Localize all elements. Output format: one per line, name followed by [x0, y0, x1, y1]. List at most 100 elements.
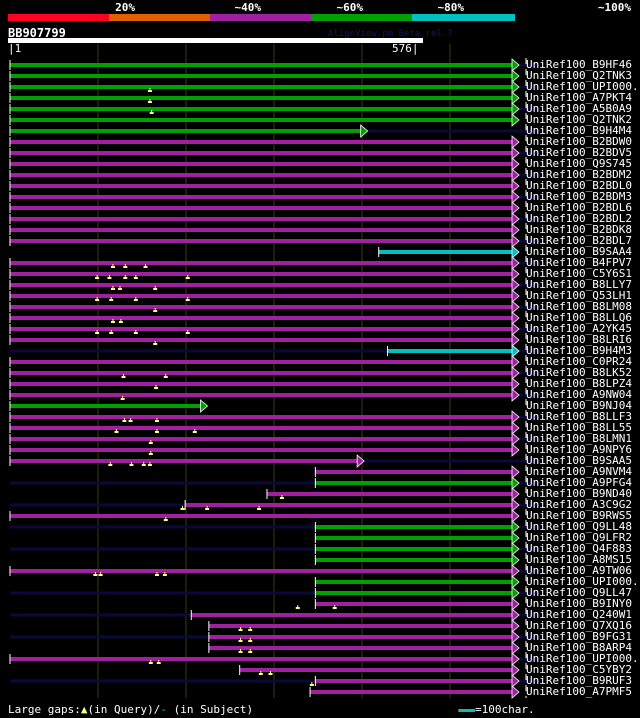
hit-label[interactable]: UniRef100_Q53LH1	[526, 289, 632, 302]
hit-bar	[10, 239, 514, 243]
hit-end-arrow	[511, 520, 520, 534]
hit-label[interactable]: UniRef100_B2BDM3	[526, 190, 632, 203]
hit-label[interactable]: UniRef100_B2BDW0	[526, 135, 632, 148]
hit-bar	[10, 228, 514, 232]
query-gap-marker-stem	[297, 605, 299, 608]
query-end-label: 576|	[392, 42, 419, 55]
hit-label[interactable]: UniRef100_B8LL55	[526, 421, 632, 434]
scale-text: =100char.	[475, 703, 535, 716]
hit-label[interactable]: UniRef100_C0PR24	[526, 355, 632, 368]
hit-bar	[10, 140, 514, 144]
hit-label[interactable]: UniRef100_A8MS15	[526, 553, 632, 566]
hit-bar	[10, 338, 514, 342]
query-gap-marker-stem	[123, 374, 125, 377]
query-gap-marker-stem	[120, 319, 122, 322]
hit-label[interactable]: UniRef100_B9RUF3	[526, 674, 632, 687]
hit-label[interactable]: UniRef100_B2BDM2	[526, 168, 632, 181]
hit-end-arrow	[511, 597, 520, 611]
hit-bar	[10, 415, 514, 419]
query-gap-marker-stem	[130, 418, 132, 421]
hit-label[interactable]: UniRef100_Q2TNK2	[526, 113, 632, 126]
hit-label[interactable]: UniRef100_B8ARP4	[526, 641, 632, 654]
hit-end-arrow	[511, 311, 520, 325]
hit-label[interactable]: UniRef100_B9HF46	[526, 58, 632, 71]
hit-label[interactable]: UniRef100_B8LPZ4	[526, 377, 632, 390]
hit-label[interactable]: UniRef100_Q9LL48	[526, 520, 632, 533]
hit-label[interactable]: UniRef100_B9FG31	[526, 630, 632, 643]
hit-label[interactable]: UniRef100_UPI000..	[526, 80, 640, 93]
hit-label[interactable]: UniRef100_B2BDL0	[526, 179, 632, 192]
hit-end-arrow	[511, 465, 520, 479]
query-gap-marker-stem	[187, 297, 189, 300]
hit-label[interactable]: UniRef100_A5B0A9	[526, 102, 632, 115]
hit-label[interactable]: UniRef100_Q4F883	[526, 542, 632, 555]
query-gap-marker-stem	[154, 286, 156, 289]
hit-label[interactable]: UniRef100_B8LLF3	[526, 410, 632, 423]
hit-label[interactable]: UniRef100_B8LRI6	[526, 333, 632, 346]
hit-label[interactable]: UniRef100_A9NPY6	[526, 443, 632, 456]
hit-label[interactable]: UniRef100_Q2TNK3	[526, 69, 632, 82]
hit-label[interactable]: UniRef100_B2BDL7	[526, 234, 632, 247]
hit-end-arrow	[511, 58, 520, 72]
hit-label[interactable]: UniRef100_Q9LFR2	[526, 531, 632, 544]
hit-label[interactable]: UniRef100_A9PFG4	[526, 476, 632, 489]
hit-label[interactable]: UniRef100_B9RWS5	[526, 509, 632, 522]
hit-bar	[10, 184, 514, 188]
hit-label[interactable]: UniRef100_A7PKT4	[526, 91, 632, 104]
hit-label[interactable]: UniRef100_B9SAA5	[526, 454, 632, 467]
hit-label[interactable]: UniRef100_A7PMF5	[526, 685, 632, 698]
hit-label[interactable]: UniRef100_Q9S745	[526, 157, 632, 170]
hit-label[interactable]: UniRef100_B8LLQ6	[526, 311, 632, 324]
hit-label[interactable]: UniRef100_Q9LL47	[526, 586, 632, 599]
hit-bar	[315, 602, 514, 606]
query-gap-marker-stem	[156, 429, 158, 432]
hit-label[interactable]: UniRef100_A9NW04	[526, 388, 632, 401]
hit-label[interactable]: UniRef100_C5Y6S1	[526, 267, 632, 280]
query-gap-marker-stem	[130, 462, 132, 465]
hit-label[interactable]: UniRef100_B9H4M4	[526, 124, 632, 137]
hit-label[interactable]: UniRef100_UPI000..	[526, 652, 640, 665]
hit-label[interactable]: UniRef100_B9SAA4	[526, 245, 632, 258]
hit-label[interactable]: UniRef100_A9TW06	[526, 564, 632, 577]
hit-label[interactable]: UniRef100_B9INY0	[526, 597, 632, 610]
query-gap-marker-stem	[149, 99, 151, 102]
hit-label[interactable]: UniRef100_A3C9G2	[526, 498, 632, 511]
hit-label[interactable]: UniRef100_B8LLY7	[526, 278, 632, 291]
hit-label[interactable]: UniRef100_B2BDK8	[526, 223, 632, 236]
query-gap-marker-stem	[164, 572, 166, 575]
hit-bar	[208, 646, 514, 650]
hit-label[interactable]: UniRef100_B9H4M3	[526, 344, 632, 357]
hit-bar	[387, 349, 514, 353]
hit-label[interactable]: UniRef100_B2BDL6	[526, 201, 632, 214]
query-gap-marker-stem	[154, 341, 156, 344]
hit-end-arrow	[511, 355, 520, 369]
hit-end-arrow	[511, 91, 520, 105]
hit-label[interactable]: UniRef100_Q7XQ16	[526, 619, 632, 632]
legend-seg-red	[8, 14, 110, 21]
hit-end-arrow	[511, 564, 520, 578]
hit-label[interactable]: UniRef100_C5YBY2	[526, 663, 632, 676]
hit-label[interactable]: UniRef100_B8LMN1	[526, 432, 632, 445]
hit-end-arrow	[511, 234, 520, 248]
hit-bar	[10, 657, 514, 661]
hit-label[interactable]: UniRef100_B4FPV7	[526, 256, 632, 269]
hit-end-arrow	[511, 322, 520, 336]
hit-label[interactable]: UniRef100_B8LK52	[526, 366, 632, 379]
hit-label[interactable]: UniRef100_B2BDV5	[526, 146, 632, 159]
hit-bar	[10, 327, 514, 331]
hit-label[interactable]: UniRef100_B9ND40	[526, 487, 632, 500]
hit-label[interactable]: UniRef100_A2YK45	[526, 322, 632, 335]
query-gap-marker-stem	[94, 572, 96, 575]
hit-label[interactable]: UniRef100_B2BDL2	[526, 212, 632, 225]
hit-end-arrow	[511, 212, 520, 226]
hit-end-arrow	[511, 278, 520, 292]
hit-end-arrow	[511, 201, 520, 215]
hit-label[interactable]: UniRef100_B8LM08	[526, 300, 632, 313]
hit-label[interactable]: UniRef100_A9NVM4	[526, 465, 632, 478]
hit-label[interactable]: UniRef100_UPI000..	[526, 575, 640, 588]
legend-seg-orange	[109, 14, 211, 21]
hit-end-arrow	[511, 80, 520, 94]
hit-label[interactable]: UniRef100_Q240W1	[526, 608, 632, 621]
hit-label[interactable]: UniRef100_B9NJ04	[526, 399, 632, 412]
